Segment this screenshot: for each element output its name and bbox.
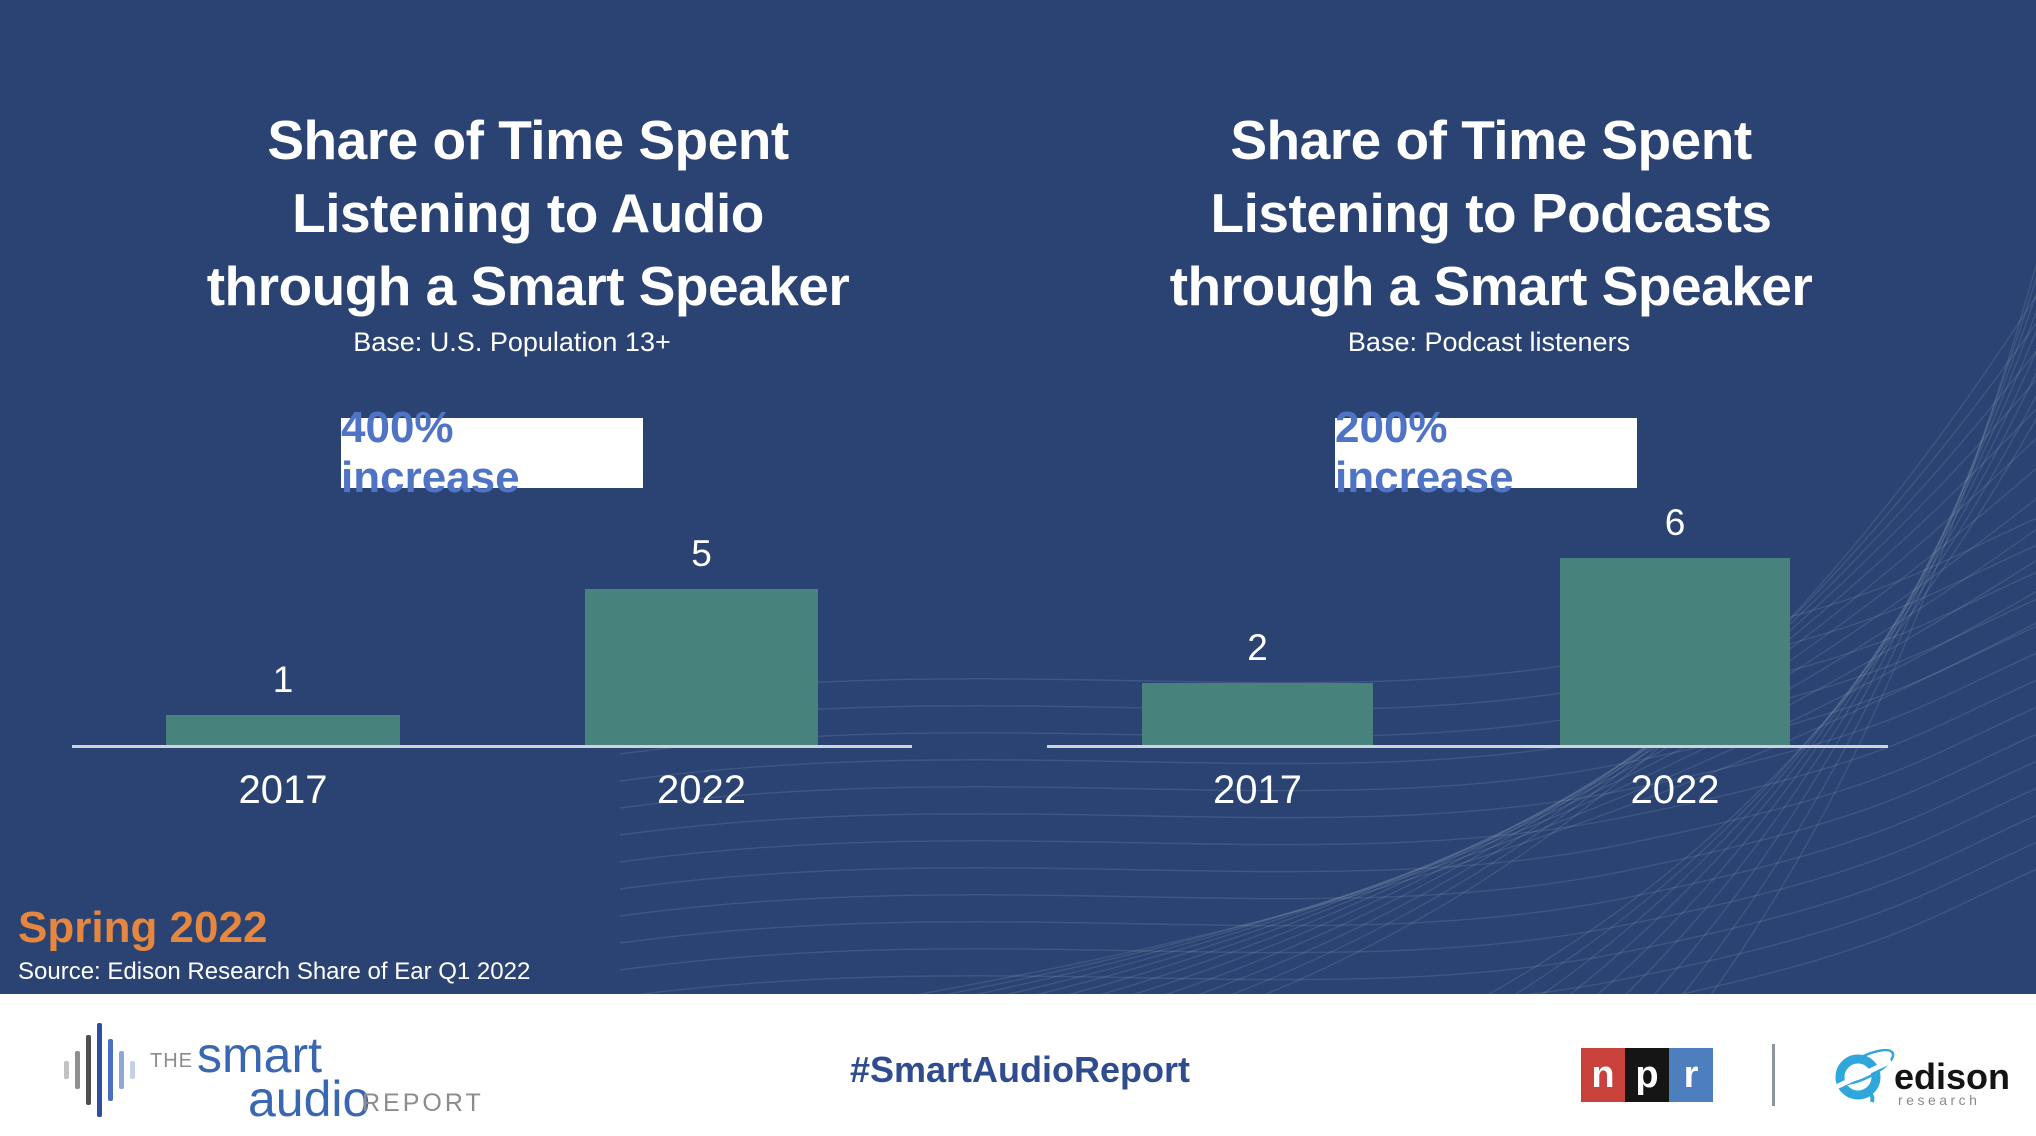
left-bar-2022 — [585, 589, 818, 746]
left-increase-badge-label: 400% increase — [341, 403, 520, 502]
left-bar-value-2022: 5 — [691, 533, 712, 574]
left-bar-2017 — [166, 715, 400, 746]
right-increase-badge-label: 200% increase — [1335, 403, 1514, 502]
waveform-bar — [130, 1061, 135, 1079]
left-bar-value-2017: 1 — [272, 659, 294, 700]
smart-audio-logo-audio: audio — [248, 1071, 371, 1127]
audio-waveform-icon — [64, 1022, 135, 1118]
right-chart-title: Share of Time Spent Listening to Podcast… — [1091, 104, 1891, 323]
smart-audio-logo-report: REPORT — [362, 1089, 484, 1117]
footer-divider-line — [1772, 1044, 1775, 1106]
npr-logo-n-block: n — [1581, 1048, 1625, 1102]
npr-logo-r-block: r — [1669, 1048, 1713, 1102]
left-chart-subtitle: Base: U.S. Population 13+ — [353, 327, 671, 357]
npr-logo: n p r — [1581, 1048, 1713, 1102]
source-note: Source: Edison Research Share of Ear Q1 … — [18, 958, 531, 985]
left-x-axis-line — [72, 745, 912, 748]
right-x-tick-2017: 2017 — [1213, 768, 1302, 812]
npr-letter-n: n — [1591, 1053, 1615, 1096]
left-chart-plot-area: 1 2017 5 2022 — [72, 400, 912, 812]
right-chart-subtitle: Base: Podcast listeners — [1347, 327, 1631, 357]
edison-logo-name: edison — [1894, 1056, 2011, 1097]
smart-audio-logo-the: THE — [150, 1050, 193, 1072]
left-bar-group-2017: 1 2017 — [166, 659, 400, 812]
left-chart-title-line2: Listening to Audio — [292, 182, 764, 244]
waveform-bar — [86, 1035, 91, 1105]
right-chart-title-line2: Listening to Podcasts — [1210, 182, 1772, 244]
waveform-bar — [108, 1039, 113, 1101]
right-bar-value-2022: 6 — [1664, 502, 1686, 543]
right-bar-group-2022: 6 2022 — [1560, 502, 1790, 812]
right-x-axis-line — [1047, 745, 1888, 748]
waveform-bar — [119, 1051, 124, 1089]
season-label: Spring 2022 — [18, 903, 268, 952]
right-bar-group-2017: 2 2017 — [1142, 627, 1373, 812]
npr-letter-p: p — [1635, 1053, 1659, 1096]
smart-audio-logo-smart: smart — [197, 1027, 322, 1083]
left-x-tick-2022: 2022 — [657, 768, 746, 812]
waveform-bar — [97, 1023, 102, 1117]
left-chart-title-line3: through a Smart Speaker — [206, 255, 850, 317]
right-chart-plot-area: 2 2017 6 2022 — [1047, 400, 1888, 812]
left-x-tick-2017: 2017 — [238, 768, 328, 812]
npr-logo-p-block: p — [1625, 1048, 1669, 1102]
left-chart-title: Share of Time Spent Listening to Audio t… — [128, 104, 928, 323]
left-bar-group-2022: 5 2022 — [585, 533, 818, 812]
edison-research-logo-icon — [1832, 1048, 1895, 1103]
right-bar-value-2017: 2 — [1247, 627, 1268, 668]
left-increase-badge: 400% increase — [341, 403, 643, 502]
right-bar-2022 — [1560, 558, 1790, 746]
npr-letter-r: r — [1683, 1053, 1699, 1096]
right-x-tick-2022: 2022 — [1630, 768, 1720, 812]
right-increase-badge: 200% increase — [1335, 403, 1637, 502]
right-bar-2017 — [1142, 683, 1373, 746]
edison-logo-subtitle: research — [1898, 1092, 1981, 1108]
right-chart-title-line1: Share of Time Spent — [1230, 109, 1752, 171]
waveform-bar — [64, 1061, 69, 1079]
left-chart-title-line1: Share of Time Spent — [267, 109, 789, 171]
hashtag-label: #SmartAudioReport — [849, 1049, 1191, 1090]
right-chart-title-line3: through a Smart Speaker — [1169, 255, 1813, 317]
waveform-bar — [75, 1051, 80, 1089]
